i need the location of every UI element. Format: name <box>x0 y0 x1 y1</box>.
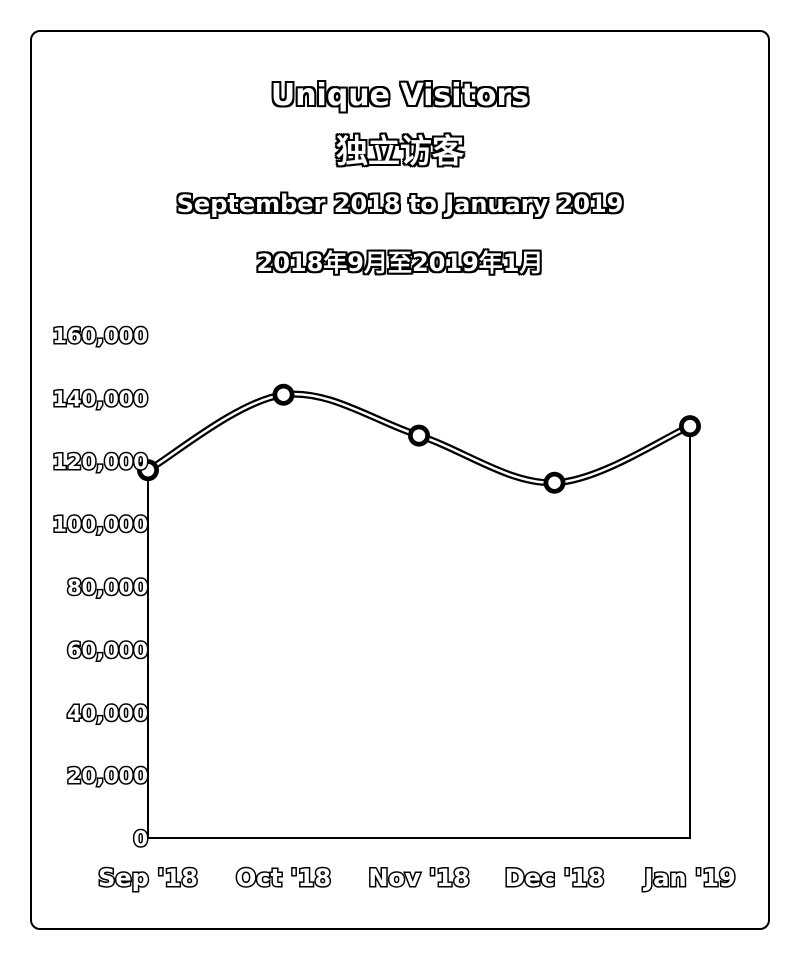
chart-title-zh: 独立访客 <box>335 132 464 170</box>
data-point[interactable] <box>546 475 563 491</box>
y-tick-label: 0 <box>133 827 148 851</box>
x-tick-label: Sep '18 <box>98 864 198 892</box>
x-tick-label: Nov '18 <box>368 864 469 892</box>
data-point[interactable] <box>682 418 698 434</box>
y-tick-label: 20,000 <box>67 764 148 788</box>
y-tick-label: 40,000 <box>67 701 148 725</box>
series-area <box>147 393 691 839</box>
data-point[interactable] <box>275 386 292 403</box>
y-tick-label: 80,000 <box>67 576 148 600</box>
chart-subtitle-zh: 2018年9月至2019年1月 <box>256 249 544 277</box>
y-tick-labels: 0 20,000 40,000 60,000 80,000 100,000 120,000 1… <box>51 323 150 853</box>
y-tick-label: 120,000 <box>52 450 148 474</box>
x-tick-label: Jan '19 <box>642 864 735 892</box>
x-tick-label: Oct '18 <box>236 864 331 892</box>
y-tick-label: 100,000 <box>52 513 148 537</box>
y-tick-label: 60,000 <box>67 638 148 662</box>
data-point[interactable] <box>411 427 427 444</box>
x-tick-labels: Sep '18 Oct '18 Nov '18 Dec '18 Jan '19 <box>97 863 738 894</box>
chart-subtitle: September 2018 to January 2019 <box>176 190 624 218</box>
y-tick-label: 160,000 <box>52 324 148 348</box>
chart-title: Unique Visitors <box>270 78 530 113</box>
x-tick-label: Dec '18 <box>505 864 605 892</box>
data-point[interactable] <box>140 462 156 478</box>
y-tick-label: 140,000 <box>52 387 148 411</box>
plot-area <box>137 383 701 839</box>
